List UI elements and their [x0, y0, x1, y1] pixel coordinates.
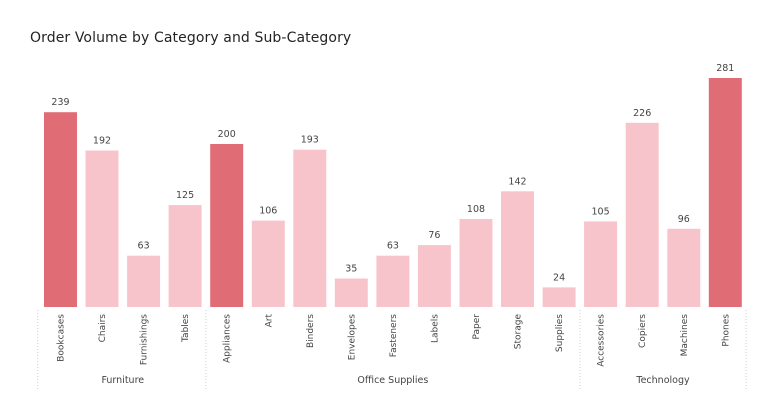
x-tick-label: Machines [680, 314, 690, 357]
data-label: 105 [592, 206, 610, 217]
data-label: 125 [176, 190, 194, 201]
x-tick-label: Copiers [638, 314, 648, 348]
data-label: 24 [553, 272, 565, 283]
x-tick-label: Paper [472, 314, 482, 340]
data-label: 96 [678, 214, 690, 225]
data-label: 76 [428, 230, 440, 241]
x-tick-label: Phones [721, 314, 731, 347]
bar [210, 144, 244, 307]
data-label: 226 [633, 108, 651, 119]
bar [417, 245, 451, 307]
x-tick-label: Chairs [98, 314, 108, 343]
x-tick-label: Binders [306, 314, 316, 348]
bar [459, 219, 493, 307]
x-tick-label: Accessories [597, 314, 607, 367]
x-tick-label: Furnishings [140, 314, 150, 365]
x-tick-label: Storage [514, 314, 524, 350]
x-tick-label: Bookcases [57, 314, 67, 362]
x-tick-label: Envelopes [347, 314, 357, 361]
bar [708, 78, 742, 307]
bar [584, 221, 618, 307]
chart-title: Order Volume by Category and Sub-Categor… [30, 30, 352, 46]
data-label: 192 [93, 136, 111, 147]
bar [168, 205, 202, 307]
x-tick-label: Supplies [555, 314, 565, 352]
data-label: 193 [301, 135, 319, 146]
bar [251, 220, 285, 307]
bar [334, 278, 368, 307]
x-group-label: Office Supplies [357, 375, 428, 386]
x-tick-label: Labels [430, 314, 440, 343]
data-label: 63 [138, 241, 150, 252]
x-tick-label: Tables [181, 314, 191, 343]
x-tick-label: Appliances [223, 314, 233, 363]
data-label: 142 [508, 176, 526, 187]
bar [625, 122, 659, 307]
bar [542, 287, 576, 307]
x-tick-label: Fasteners [389, 314, 399, 358]
bar [667, 228, 701, 307]
bar [85, 150, 119, 307]
x-tick-label: Art [264, 314, 274, 328]
bar [44, 112, 77, 307]
data-label: 239 [51, 97, 69, 108]
bar [127, 255, 161, 307]
x-group-label: Furniture [101, 375, 144, 386]
data-label: 35 [345, 264, 357, 275]
x-group-label: Technology [635, 375, 690, 386]
bar [293, 149, 327, 307]
data-label: 63 [387, 241, 399, 252]
bar [501, 191, 534, 307]
bar [376, 255, 410, 307]
data-label: 108 [467, 204, 485, 215]
data-label: 281 [716, 63, 734, 74]
data-label: 200 [218, 129, 236, 140]
data-label: 106 [259, 206, 277, 217]
